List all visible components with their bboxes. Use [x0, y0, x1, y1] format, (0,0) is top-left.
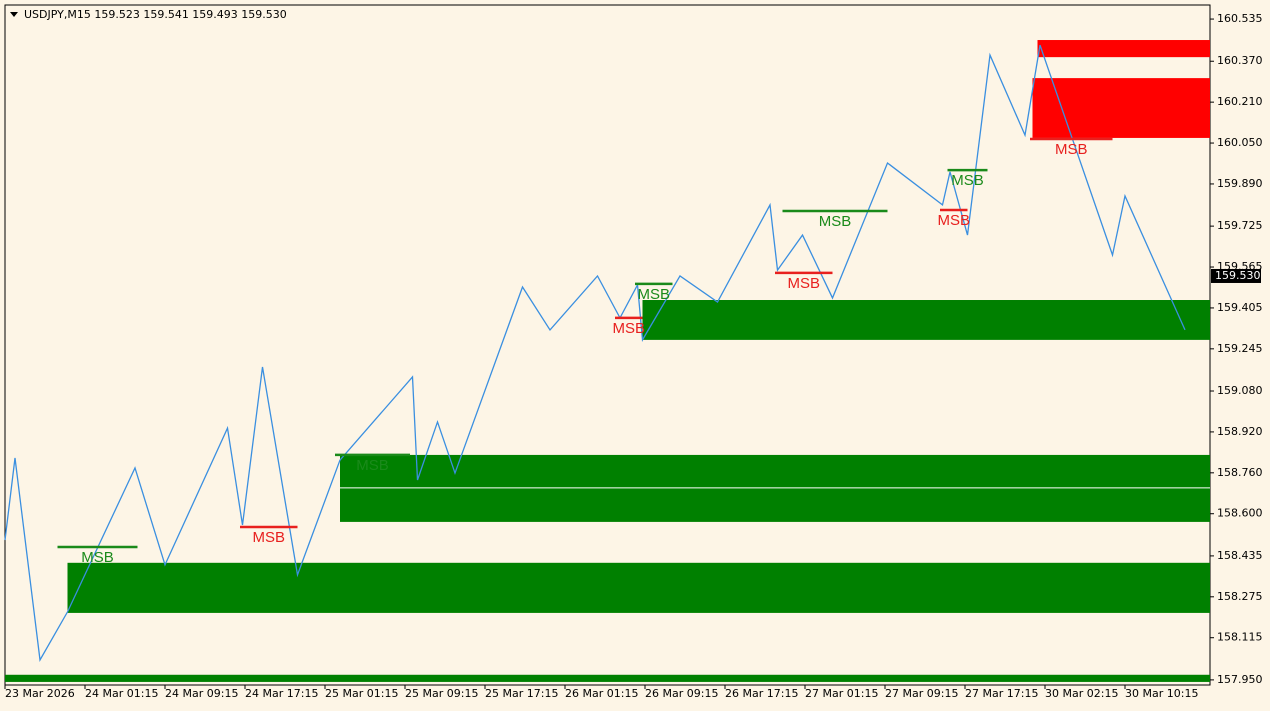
msb-label: MSB: [612, 320, 645, 337]
zone: [67, 562, 1210, 613]
x-tick-label: 27 Mar 17:15: [965, 687, 1038, 700]
y-tick-label: 160.210: [1217, 95, 1263, 108]
price-label: 159.530: [1215, 269, 1261, 282]
msb-label: MSB: [81, 549, 114, 566]
x-tick-label: 30 Mar 10:15: [1125, 687, 1198, 700]
y-tick-label: 158.275: [1217, 590, 1263, 603]
menu-arrow[interactable]: [10, 12, 18, 17]
zone: [642, 300, 1210, 340]
msb-label: MSB: [937, 212, 970, 229]
x-tick-label: 26 Mar 17:15: [725, 687, 798, 700]
y-tick-label: 158.760: [1217, 466, 1263, 479]
x-tick-label: 25 Mar 09:15: [405, 687, 478, 700]
x-tick-label: 27 Mar 01:15: [805, 687, 878, 700]
y-tick-label: 158.435: [1217, 549, 1263, 562]
y-tick-label: 158.920: [1217, 425, 1263, 438]
msb-label: MSB: [356, 457, 389, 474]
y-tick-label: 159.080: [1217, 384, 1263, 397]
msb-label: MSB: [819, 213, 852, 230]
x-tick-label: 24 Mar 01:15: [85, 687, 158, 700]
y-tick-label: 160.050: [1217, 136, 1263, 149]
y-tick-label: 160.535: [1217, 12, 1263, 25]
y-tick-label: 158.115: [1217, 631, 1263, 644]
price-box: [1211, 268, 1261, 283]
y-tick-label: 159.245: [1217, 342, 1263, 355]
msb-label: MSB: [787, 275, 820, 292]
y-tick-label: 159.890: [1217, 177, 1263, 190]
x-tick-label: 24 Mar 09:15: [165, 687, 238, 700]
y-tick-label: 159.405: [1217, 301, 1263, 314]
zone: [340, 454, 1210, 522]
x-tick-label: 26 Mar 01:15: [565, 687, 638, 700]
y-tick-label: 157.950: [1217, 673, 1263, 686]
y-tick-label: 160.370: [1217, 54, 1263, 67]
msb-label: MSB: [637, 286, 670, 303]
x-tick-label: 25 Mar 17:15: [485, 687, 558, 700]
y-tick-label: 158.600: [1217, 507, 1263, 520]
msb-label: MSB: [1055, 141, 1088, 158]
zone: [1032, 78, 1210, 138]
x-tick-label: 30 Mar 02:15: [1045, 687, 1118, 700]
plot-frame: [4, 4, 1211, 686]
zone: [1037, 40, 1210, 58]
msb-label: MSB: [252, 529, 285, 546]
x-tick-label: 26 Mar 09:15: [645, 687, 718, 700]
chart-title: USDJPY,M15 159.523 159.541 159.493 159.5…: [24, 8, 287, 21]
x-tick-label: 27 Mar 09:15: [885, 687, 958, 700]
msb-label: MSB: [951, 172, 984, 189]
zone: [5, 674, 1210, 682]
x-tick-label: 23 Mar 2026: [5, 687, 75, 700]
y-tick-label: 159.725: [1217, 219, 1263, 232]
x-tick-label: 25 Mar 01:15: [325, 687, 398, 700]
x-tick-label: 24 Mar 17:15: [245, 687, 318, 700]
